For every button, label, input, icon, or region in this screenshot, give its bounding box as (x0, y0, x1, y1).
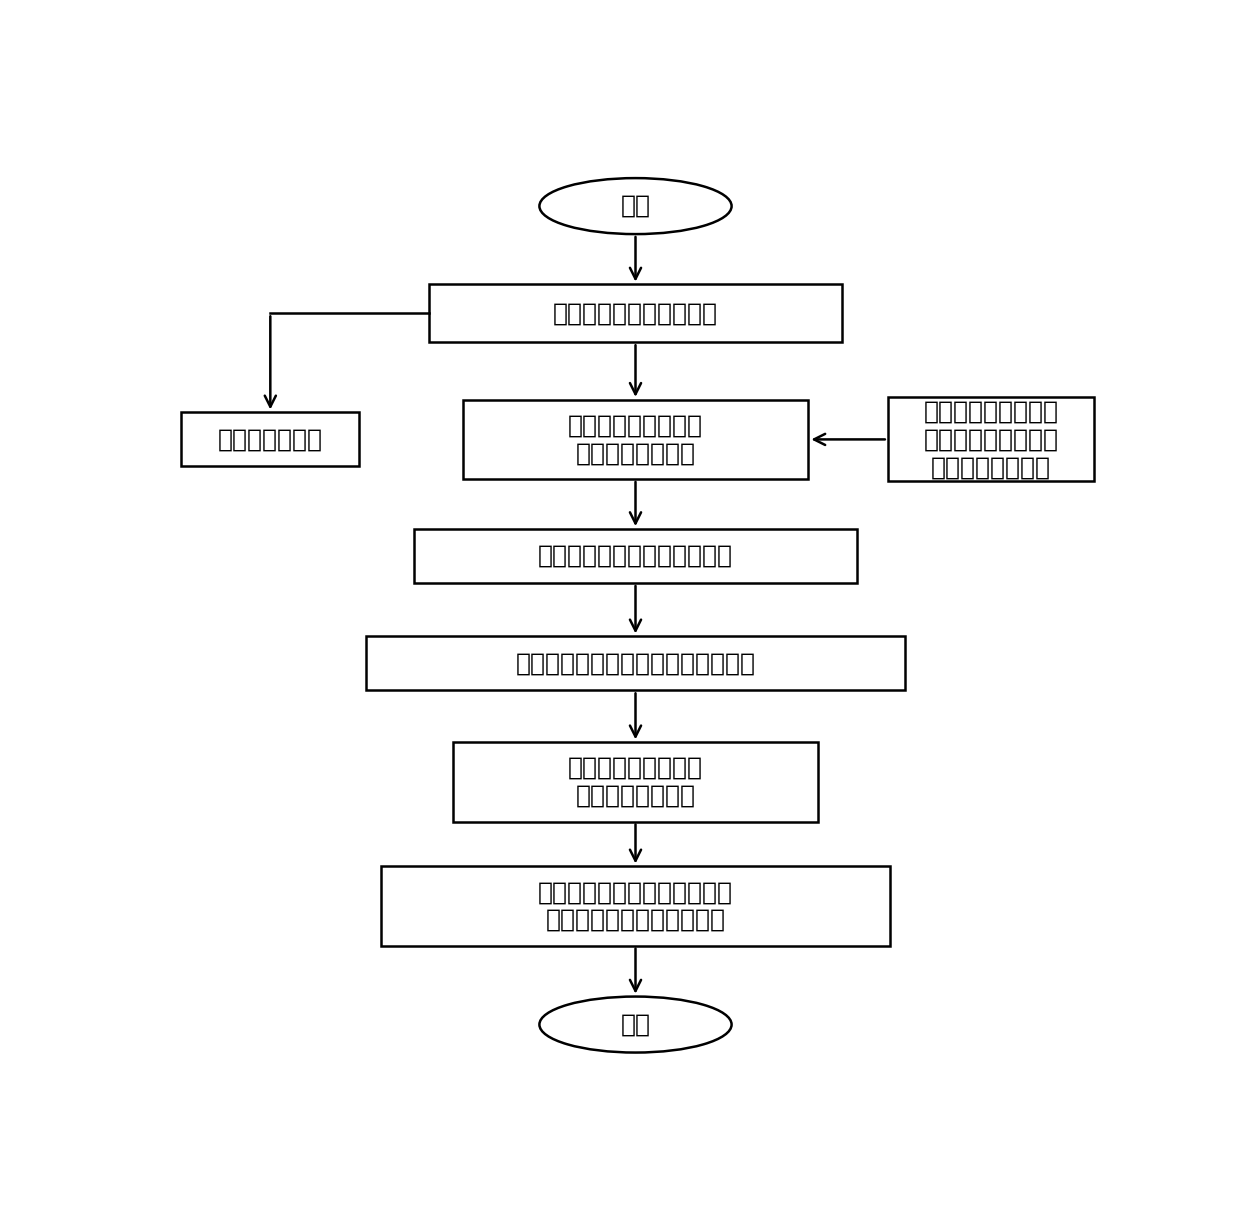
FancyBboxPatch shape (181, 412, 360, 467)
Text: 求未知目标位置和速度初始值: 求未知目标位置和速度初始值 (538, 544, 733, 568)
FancyBboxPatch shape (888, 398, 1095, 481)
Text: 距离差测量值、距离
差变化率的测量值: 距离差测量值、距离 差变化率的测量值 (568, 413, 703, 465)
FancyBboxPatch shape (414, 528, 857, 583)
Text: 结束: 结束 (620, 1012, 651, 1036)
FancyBboxPatch shape (453, 742, 818, 822)
FancyBboxPatch shape (381, 867, 890, 945)
Text: 距离差测量值的噪声
功率、距离差变化率
测量值的噪声功率: 距离差测量值的噪声 功率、距离差变化率 测量值的噪声功率 (924, 400, 1059, 479)
Ellipse shape (539, 178, 732, 234)
Text: 传感器真实位置: 传感器真实位置 (218, 428, 322, 451)
Text: 布置传感器并建立坐标系: 布置传感器并建立坐标系 (553, 302, 718, 326)
FancyBboxPatch shape (463, 400, 808, 479)
FancyBboxPatch shape (429, 285, 842, 342)
Ellipse shape (539, 996, 732, 1052)
FancyBboxPatch shape (367, 636, 905, 691)
Text: 用未知目标的位置估计值更新
求解得到精确的速度估计值: 用未知目标的位置估计值更新 求解得到精确的速度估计值 (538, 880, 733, 932)
Text: 将定位问题构建成加权最小二乘问题: 将定位问题构建成加权最小二乘问题 (516, 651, 755, 675)
Text: 开始: 开始 (620, 194, 651, 218)
Text: 求解得到精确的未知
目标的位置估计值: 求解得到精确的未知 目标的位置估计值 (568, 756, 703, 808)
